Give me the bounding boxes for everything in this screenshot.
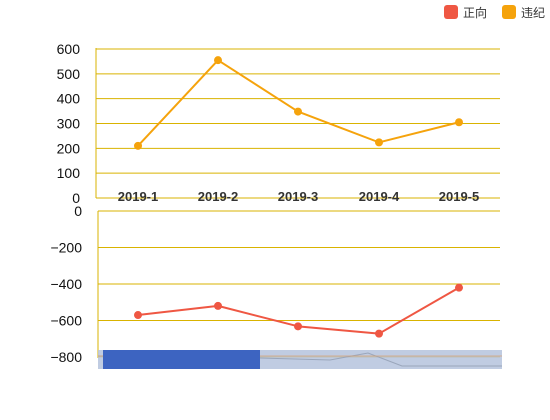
legend-label-zhengxiang: 正向 (463, 5, 487, 20)
data-point[interactable] (134, 311, 142, 320)
y-tick-label: 200 (57, 140, 81, 156)
bottom-chart-y-ticks: 0 −200 −400 −600 −800 (50, 203, 82, 365)
y-tick-label: −600 (50, 313, 82, 329)
data-point[interactable] (375, 138, 383, 147)
data-point[interactable] (134, 141, 142, 150)
data-point[interactable] (455, 118, 463, 127)
top-chart-y-ticks: 0 100 200 300 400 500 600 (57, 41, 81, 206)
legend-item-weiji[interactable]: 违纪 (502, 5, 545, 20)
top-chart-grid (96, 48, 500, 199)
data-zoom-slider[interactable] (97, 350, 502, 369)
y-tick-label: 0 (72, 190, 80, 206)
legend-label-weiji: 违纪 (521, 6, 545, 20)
data-point[interactable] (294, 107, 302, 116)
y-tick-label: −400 (50, 276, 82, 292)
y-tick-label: −200 (50, 240, 82, 256)
top-chart-x-ticks: 2019-1 2019-2 2019-3 2019-4 2019-5 (118, 189, 479, 204)
y-tick-label: −800 (50, 349, 82, 365)
y-tick-label: 500 (57, 66, 81, 82)
y-tick-label: 100 (57, 165, 81, 181)
bottom-chart-series-zhengxiang (134, 283, 463, 338)
y-tick-label: 300 (57, 116, 81, 132)
data-point[interactable] (375, 329, 383, 338)
data-zoom-selected-range[interactable] (103, 350, 260, 369)
data-point[interactable] (455, 283, 463, 292)
y-tick-label: 0 (74, 203, 82, 219)
legend-item-zhengxiang[interactable]: 正向 (444, 5, 487, 20)
bottom-chart-grid (98, 210, 500, 358)
legend[interactable]: 正向 违纪 (444, 5, 545, 20)
x-tick-label: 2019-3 (278, 189, 318, 204)
legend-swatch-weiji (502, 5, 516, 19)
x-tick-label: 2019-4 (359, 189, 400, 204)
x-tick-label: 2019-1 (118, 189, 158, 204)
y-tick-label: 400 (57, 91, 81, 107)
data-point[interactable] (214, 56, 222, 65)
x-tick-label: 2019-2 (198, 189, 238, 204)
legend-swatch-zhengxiang (444, 5, 458, 19)
x-tick-label: 2019-5 (439, 189, 479, 204)
data-point[interactable] (214, 301, 222, 310)
series-line (137, 59, 460, 147)
data-point[interactable] (294, 322, 302, 331)
top-chart-series-weiji (134, 56, 463, 150)
y-tick-label: 600 (57, 41, 81, 57)
